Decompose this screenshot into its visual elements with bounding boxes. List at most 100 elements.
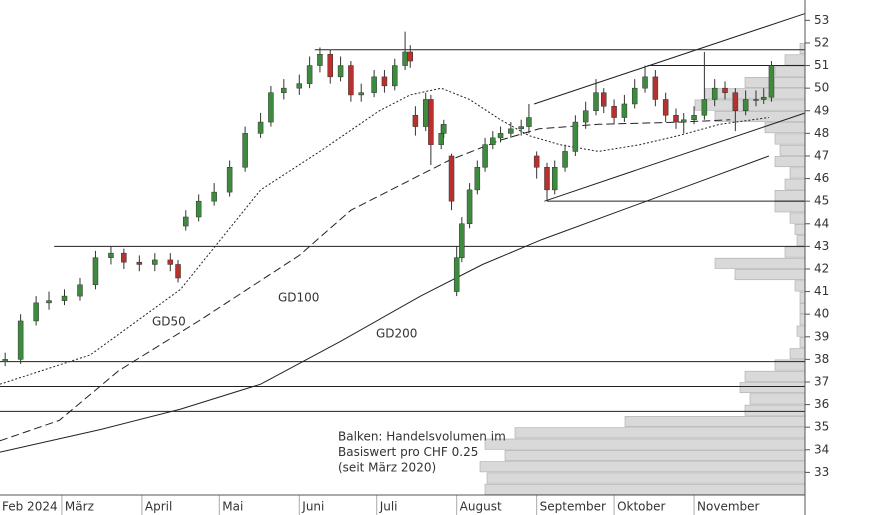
moving-average-line [0,119,731,442]
y-tick-label: 44 [814,216,829,230]
note-text: (seit März 2020) [338,461,436,475]
candle-body [77,284,83,297]
candle-body [317,53,323,66]
candle-body [268,92,274,123]
candle-body [121,252,127,263]
y-tick-label: 46 [814,171,829,185]
candle-body [711,87,718,100]
candle-body [337,65,344,78]
candle-body [662,99,669,116]
moving-average-line [0,155,770,453]
volume-bar [774,133,806,145]
volume-bar [794,280,806,292]
volume-bar [744,404,806,416]
candle-body [533,155,540,168]
candle-body [490,137,496,145]
y-tick-label: 34 [814,442,829,456]
candle-body [459,223,465,258]
volume-bar [799,43,806,55]
candle-body [448,155,455,202]
note-text: Basiswert pro CHF 0.25 [338,445,478,459]
channel-line [544,112,806,202]
candle-body [33,302,39,322]
candle-body [167,259,174,265]
y-tick-label: 48 [814,126,829,140]
y-tick-label: 36 [814,397,829,411]
moving-average-label: GD200 [376,327,417,341]
candle-body [652,76,659,100]
volume-bar [789,348,806,360]
volume-bar [796,235,806,247]
x-tick-label: April [145,500,172,514]
candle-body [183,216,189,227]
candle-body [2,359,8,362]
x-tick-label: Juli [379,500,398,514]
y-tick-label: 38 [814,352,829,366]
volume-bar [484,483,806,495]
volume-bar [774,156,806,168]
volume-bar [774,201,806,213]
candle-body [722,87,728,93]
y-tick-label: 37 [814,374,829,388]
x-tick-label: Feb 2024 [2,500,58,514]
candle-body [381,76,388,87]
y-tick-label: 45 [814,194,829,208]
candle-body [497,133,504,139]
x-tick-label: Oktober [617,500,665,514]
note-text: Balken: Handelsvolumen im [338,430,506,444]
volume-bar [794,223,806,235]
volume-bar [784,178,806,190]
candle-body [407,51,413,62]
candle-body [195,200,202,218]
y-tick-label: 51 [814,58,829,72]
candle-body [441,124,447,134]
candle-body [572,121,579,152]
candle-body [108,252,114,258]
y-tick-label: 40 [814,307,829,321]
volume-bar [734,269,806,281]
volume-bar [774,190,806,201]
candle-body [551,167,558,191]
candles-layer [2,31,775,367]
y-tick-label: 33 [814,465,829,479]
candle-body [402,51,408,66]
volume-bar [704,88,806,100]
x-tick-label: Mai [222,500,243,514]
volume-bar [486,472,806,484]
candle-body [348,65,354,96]
volume-bar [694,99,806,111]
candle-body [226,167,233,193]
y-tick-label: 52 [814,35,829,49]
candle-body [296,83,303,89]
candle-body [46,300,52,304]
volume-bar [484,438,806,450]
candle-body [691,115,697,121]
volume-bar [799,336,806,348]
lines-layer [0,13,806,453]
candle-body [526,117,532,127]
x-tick-label: September [540,500,606,514]
candle-body [412,115,419,127]
candle-body [17,320,24,360]
volume-bar [774,65,806,77]
candle-body [327,53,334,78]
candle-body [642,76,648,89]
volume-bar [504,449,806,461]
volume-bar [749,393,806,405]
candle-body [601,92,607,107]
candle-body [673,115,679,123]
candle-body [768,65,775,98]
candle-body [61,295,68,301]
candle-body [422,99,429,127]
y-tick-label: 39 [814,329,829,343]
y-tick-label: 35 [814,420,829,434]
y-tick-label: 49 [814,103,829,117]
candle-body [753,99,759,101]
volume-bar [799,314,806,326]
candle-body [482,144,488,168]
moving-average-line [0,87,769,385]
volume-bar [739,382,806,394]
candle-body [152,259,158,265]
candle-body [742,99,749,112]
